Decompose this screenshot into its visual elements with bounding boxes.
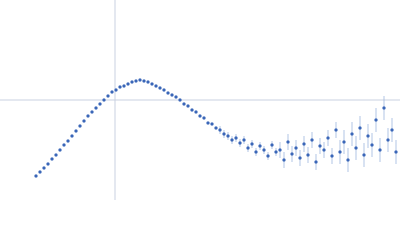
data-point	[334, 128, 338, 132]
data-point	[102, 98, 106, 102]
data-point	[298, 156, 302, 160]
data-point	[182, 102, 186, 106]
data-point	[206, 121, 210, 125]
data-point	[362, 153, 366, 157]
data-point	[174, 95, 178, 99]
data-point	[222, 132, 226, 136]
data-point	[126, 82, 130, 86]
data-point	[370, 143, 374, 147]
data-point	[46, 162, 50, 166]
chart	[0, 0, 400, 200]
data-point	[382, 106, 386, 110]
data-point	[262, 148, 266, 152]
data-point	[150, 82, 154, 86]
data-point	[278, 148, 282, 152]
data-point	[310, 138, 314, 142]
data-point	[86, 114, 90, 118]
data-point	[286, 140, 290, 144]
data-point	[202, 116, 206, 120]
data-point	[374, 118, 378, 122]
data-point	[234, 136, 238, 140]
data-point	[154, 84, 158, 88]
data-point	[390, 128, 394, 132]
data-point	[282, 158, 286, 162]
data-point	[34, 174, 38, 178]
data-point	[326, 136, 330, 140]
data-point	[66, 139, 70, 143]
data-point	[178, 98, 182, 102]
data-point	[294, 146, 298, 150]
data-point	[366, 134, 370, 138]
data-point	[218, 128, 222, 132]
data-point	[118, 85, 122, 89]
data-point	[158, 86, 162, 90]
data-point	[354, 146, 358, 150]
data-point	[82, 119, 86, 123]
data-point	[138, 78, 142, 82]
data-point	[186, 104, 190, 108]
data-point	[106, 94, 110, 98]
data-point	[322, 148, 326, 152]
data-point	[358, 126, 362, 130]
data-point	[258, 144, 262, 148]
data-point	[346, 158, 350, 162]
data-point	[214, 126, 218, 130]
data-point	[226, 134, 230, 138]
data-point	[238, 141, 242, 145]
data-point	[162, 88, 166, 92]
data-point	[378, 148, 382, 152]
data-point	[386, 138, 390, 142]
data-point	[302, 142, 306, 146]
data-point	[194, 110, 198, 114]
data-point	[242, 138, 246, 142]
data-point	[146, 80, 150, 84]
data-point	[342, 140, 346, 144]
data-point	[62, 143, 66, 147]
data-point	[170, 93, 174, 97]
data-point	[306, 153, 310, 157]
data-point	[130, 80, 134, 84]
data-point	[110, 90, 114, 94]
data-point	[198, 114, 202, 118]
data-point	[338, 150, 342, 154]
data-point	[134, 79, 138, 83]
data-point	[50, 157, 54, 161]
data-point	[90, 110, 94, 114]
data-point	[42, 166, 46, 170]
data-point	[122, 84, 126, 88]
data-point	[394, 150, 398, 154]
data-point	[190, 108, 194, 112]
data-point	[266, 154, 270, 158]
data-point	[38, 170, 42, 174]
data-point	[94, 106, 98, 110]
data-point	[350, 132, 354, 136]
data-point	[246, 146, 250, 150]
data-point	[98, 102, 102, 106]
data-point	[270, 143, 274, 147]
data-point	[58, 148, 62, 152]
data-point	[70, 134, 74, 138]
data-point	[230, 138, 234, 142]
data-point	[250, 142, 254, 146]
data-point	[254, 150, 258, 154]
data-point	[314, 160, 318, 164]
data-point	[74, 129, 78, 133]
data-point	[274, 150, 278, 154]
data-point	[166, 91, 170, 95]
data-point	[114, 88, 118, 92]
data-point	[142, 79, 146, 83]
data-point	[290, 152, 294, 156]
data-point	[330, 154, 334, 158]
data-point	[318, 144, 322, 148]
data-point	[54, 153, 58, 157]
data-point	[78, 124, 82, 128]
data-point	[210, 122, 214, 126]
